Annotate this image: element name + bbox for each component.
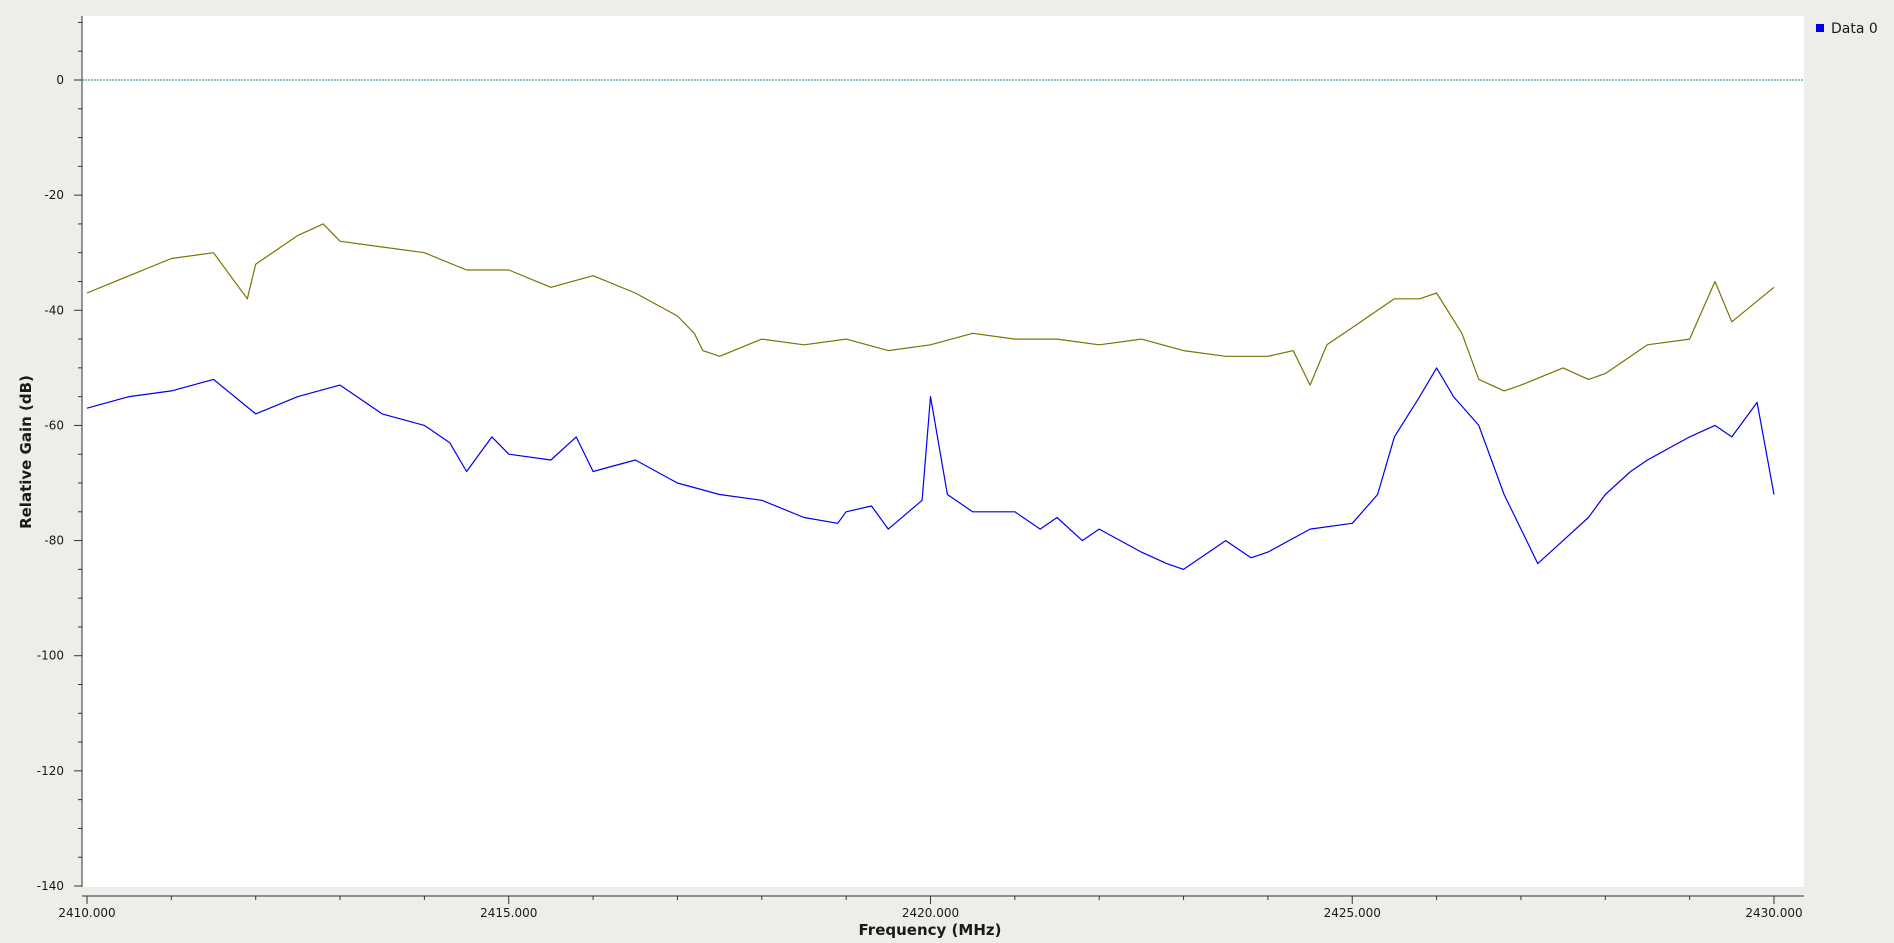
x-tick-label: 2420.000 [902,906,959,920]
plot-canvas [82,16,1804,887]
y-tick-label: -60 [44,418,64,432]
series-line-0 [86,367,1775,571]
x-tick-label: 2415.000 [480,906,537,920]
legend-swatch [1816,24,1824,32]
legend-label: Data 0 [1831,21,1878,37]
x-tick-label: 2425.000 [1324,906,1381,920]
x-tick-label: 2430.000 [1745,906,1802,920]
legend: Data 0 [1816,21,1878,37]
y-tick-label: -80 [44,534,64,548]
y-tick-label: 0 [56,73,64,87]
y-tick-label: -120 [37,764,64,778]
series-line-1 [86,223,1775,392]
y-tick-label: -100 [37,649,64,663]
y-tick-label: -140 [37,879,64,893]
x-axis-title: Frequency (MHz) [859,921,1002,939]
y-axis-title: Relative Gain (dB) [17,375,35,529]
y-tick-label: -40 [44,303,64,317]
x-tick-label: 2410.000 [58,906,115,920]
y-tick-label: -20 [44,188,64,202]
